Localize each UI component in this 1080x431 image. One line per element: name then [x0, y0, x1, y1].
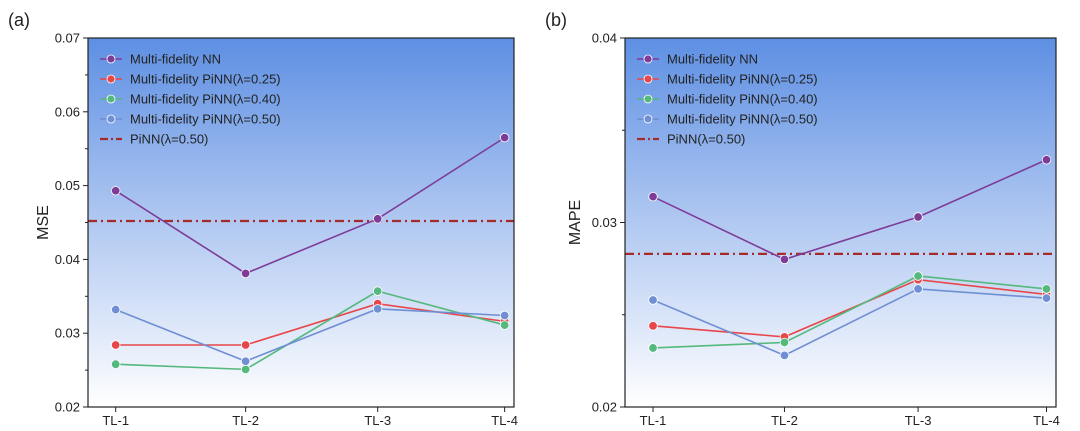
- y-tick-label: 0.03: [592, 215, 617, 230]
- legend-label: PiNN(λ=0.50): [667, 132, 745, 147]
- data-point: [648, 343, 658, 353]
- data-point: [1041, 284, 1052, 294]
- series-4: [110, 304, 510, 366]
- y-tick-label: 0.04: [55, 252, 80, 267]
- legend-label: Multi-fidelity NN: [130, 52, 221, 67]
- data-point: [499, 310, 510, 321]
- legend-marker: [643, 94, 653, 104]
- data-point: [648, 321, 658, 331]
- data-point: [499, 320, 510, 330]
- series-line: [115, 308, 505, 363]
- legend-label: Multi-fidelity PiNN(λ=0.40): [667, 92, 818, 107]
- series-line: [652, 288, 1047, 357]
- legend-label: Multi-fidelity PiNN(λ=0.50): [130, 112, 281, 127]
- data-point: [913, 212, 923, 222]
- data-point: [240, 268, 251, 279]
- x-tick-label: TL-4: [491, 413, 518, 428]
- series-line: [652, 159, 1047, 261]
- data-point: [648, 191, 658, 202]
- data-point: [648, 295, 658, 305]
- data-point: [779, 337, 790, 348]
- data-point: [372, 304, 383, 314]
- legend-label: PiNN(λ=0.50): [130, 132, 208, 147]
- legend-label: Multi-fidelity PiNN(λ=0.25): [667, 72, 818, 87]
- legend: Multi-fidelity NN Multi-fidelity PiNN(λ=0…: [100, 52, 281, 147]
- data-point: [110, 359, 121, 369]
- panel-label: (b): [545, 10, 567, 30]
- x-tick-label: TL-2: [771, 413, 798, 428]
- legend-marker: [643, 74, 653, 84]
- legend-marker: [106, 114, 116, 124]
- plot-frame: [87, 37, 515, 408]
- data-point: [779, 350, 790, 361]
- data-point: [240, 356, 251, 366]
- series-line: [115, 290, 505, 371]
- series-3: [648, 271, 1052, 353]
- legend-marker: [643, 114, 653, 124]
- panel-label: (a): [8, 10, 30, 30]
- legend-marker: [643, 54, 653, 64]
- series-line: [652, 275, 1047, 349]
- chart-panel-a: (a) MSE 0.02 0.03 0.04 0.05 0.06 0.07 TL-1 TL-2 TL…: [8, 10, 518, 428]
- legend: Multi-fidelity NN Multi-fidelity PiNN(λ=0…: [637, 52, 818, 147]
- y-tick-label: 0.03: [55, 326, 80, 341]
- data-point: [779, 254, 790, 265]
- data-point: [913, 284, 923, 294]
- x-tick-label: TL-1: [640, 413, 667, 428]
- y-axis-title: MAPE: [567, 200, 584, 245]
- data-point: [1041, 155, 1052, 165]
- data-point: [913, 271, 923, 281]
- series-1: [110, 132, 510, 279]
- y-tick-label: 0.06: [55, 104, 80, 119]
- data-point: [110, 186, 121, 196]
- x-tick-label: TL-1: [102, 413, 129, 428]
- data-point: [110, 340, 121, 350]
- y-tick-label: 0.05: [55, 178, 80, 193]
- x-tick-label: TL-2: [232, 413, 259, 428]
- x-tick-label: TL-4: [1033, 413, 1060, 428]
- y-tick-label: 0.02: [55, 400, 80, 415]
- series-line: [652, 278, 1047, 338]
- data-point: [240, 364, 251, 375]
- series-3: [110, 286, 510, 375]
- data-point: [110, 304, 121, 315]
- y-tick-label: 0.07: [55, 31, 80, 46]
- legend-marker: [106, 94, 116, 104]
- chart-panel-b: (b) MAPE 0.02 0.03 0.04 TL-1 TL-2 TL-3 TL-4 Multi…: [545, 10, 1060, 428]
- y-axis-title: MSE: [35, 205, 52, 240]
- y-tick-label: 0.04: [592, 31, 617, 46]
- legend-label: Multi-fidelity PiNN(λ=0.50): [667, 112, 818, 127]
- x-tick-label: TL-3: [905, 413, 932, 428]
- legend-marker: [106, 74, 116, 84]
- data-point: [240, 340, 251, 350]
- legend-label: Multi-fidelity NN: [667, 52, 758, 67]
- data-point: [372, 214, 383, 224]
- series-1: [648, 155, 1052, 265]
- plot-frame: [624, 37, 1057, 408]
- series-line: [115, 136, 506, 275]
- legend-marker: [106, 54, 116, 64]
- legend-label: Multi-fidelity PiNN(λ=0.40): [130, 92, 281, 107]
- data-point: [372, 286, 383, 296]
- series-4: [648, 284, 1052, 361]
- data-point: [1041, 293, 1052, 303]
- data-point: [499, 132, 510, 143]
- legend-label: Multi-fidelity PiNN(λ=0.25): [130, 72, 281, 87]
- y-tick-label: 0.02: [592, 400, 617, 415]
- x-tick-label: TL-3: [364, 413, 391, 428]
